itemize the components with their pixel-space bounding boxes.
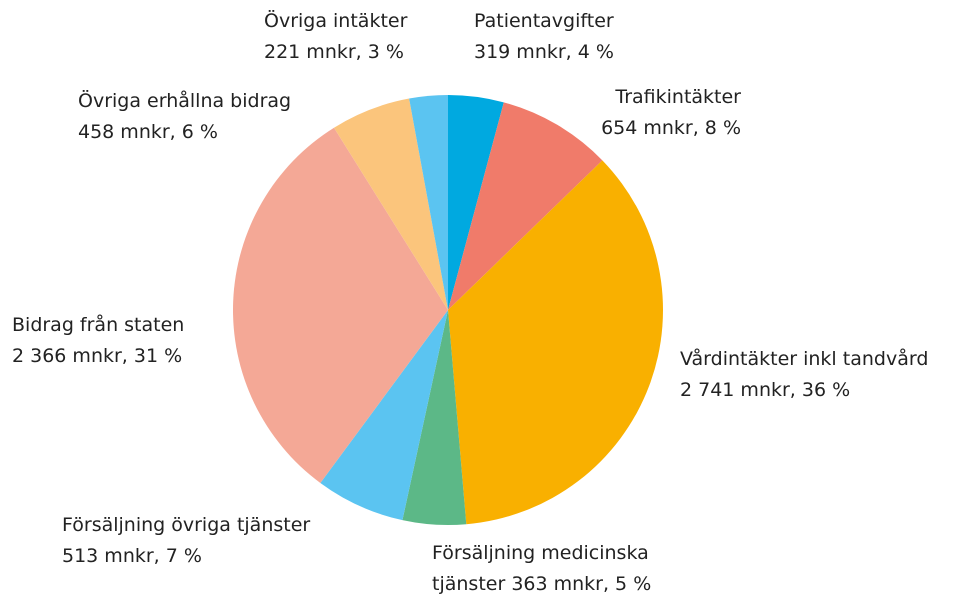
slice-label: Vårdintäkter inkl tandvård 2 741 mnkr, 3… [680, 344, 928, 406]
value-label: 654 mnkr, 8 % [601, 117, 741, 139]
category-label: Patientavgifter [474, 10, 614, 32]
category-label: Trafikintäkter [615, 86, 741, 108]
value-label: 458 mnkr, 6 % [78, 121, 218, 143]
slice-label: Övriga erhållna bidrag 458 mnkr, 6 % [78, 86, 291, 148]
category-label: Övriga erhållna bidrag [78, 90, 292, 112]
slice-label: Bidrag från staten 2 366 mnkr, 31 % [12, 310, 184, 372]
slice-label: Patientavgifter 319 mnkr, 4 % [474, 6, 614, 68]
pie-slice [232, 127, 448, 483]
value-label: 363 mnkr, 5 % [511, 573, 652, 595]
value-label: 2 366 mnkr, 31 % [12, 345, 183, 367]
category-label: Försäljning medicinska tjänster [432, 542, 649, 595]
category-label: Försäljning övriga tjänster [62, 514, 311, 536]
value-label: 2 741 mnkr, 36 % [680, 379, 851, 401]
value-label: 513 mnkr, 7 % [62, 545, 202, 567]
slice-label: Trafikintäkter 654 mnkr, 8 % [601, 82, 741, 144]
pie-slice [402, 310, 467, 525]
category-label: Bidrag från staten [12, 314, 185, 336]
pie-slice [448, 95, 504, 310]
value-label: 221 mnkr, 3 % [264, 41, 404, 63]
slice-label: Försäljning övriga tjänster 513 mnkr, 7 … [62, 510, 310, 572]
category-label: Vårdintäkter inkl tandvård [680, 348, 929, 370]
pie-slice [334, 98, 448, 310]
slice-label: Försäljning medicinska tjänster 363 mnkr… [432, 538, 702, 600]
value-label: 319 mnkr, 4 % [474, 41, 614, 63]
slice-label: Övriga intäkter 221 mnkr, 3 % [264, 6, 407, 68]
pie-slice [448, 102, 603, 310]
pie-slice [409, 95, 448, 310]
pie-slice [320, 310, 448, 521]
pie-slice [448, 160, 663, 525]
category-label: Övriga intäkter [264, 10, 408, 32]
